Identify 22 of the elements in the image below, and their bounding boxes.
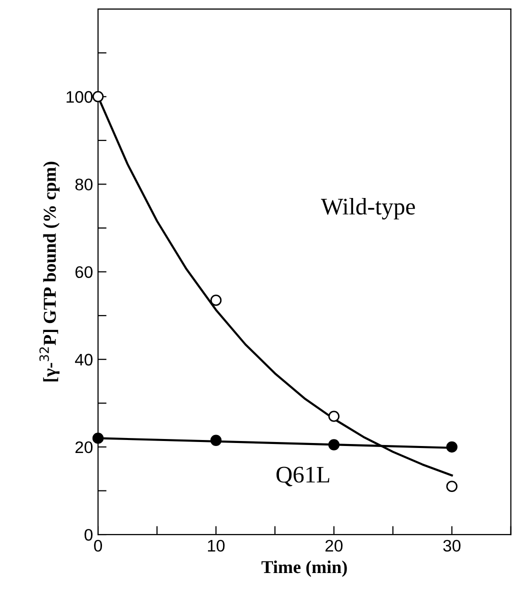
y-tick-label: 60 [75, 266, 93, 278]
y-tick-label: 80 [75, 178, 93, 190]
x-tick-label: 10 [208, 540, 225, 552]
point [446, 441, 458, 453]
point [210, 294, 222, 306]
y-tick-label: 20 [75, 441, 93, 454]
annotation: Wild-type [320, 198, 415, 220]
y-tick-label: 0 [84, 528, 93, 541]
point [446, 480, 458, 492]
point [328, 410, 340, 422]
point [92, 432, 104, 444]
y-tick-label: 40 [75, 354, 93, 366]
x-tick-label: 30 [443, 540, 460, 552]
x-tick-label: 20 [325, 540, 343, 552]
y-tick-label: 100 [66, 91, 93, 103]
point [92, 91, 104, 102]
x-axis-title: Time (min) [262, 560, 347, 577]
annotation: Q61L [276, 466, 330, 486]
x-tick-label: 0 [94, 540, 102, 552]
y-axis-title: [γ-$^{32}$P] GTP bound (% cpm) [39, 162, 60, 382]
point [328, 439, 340, 450]
point [210, 434, 222, 446]
